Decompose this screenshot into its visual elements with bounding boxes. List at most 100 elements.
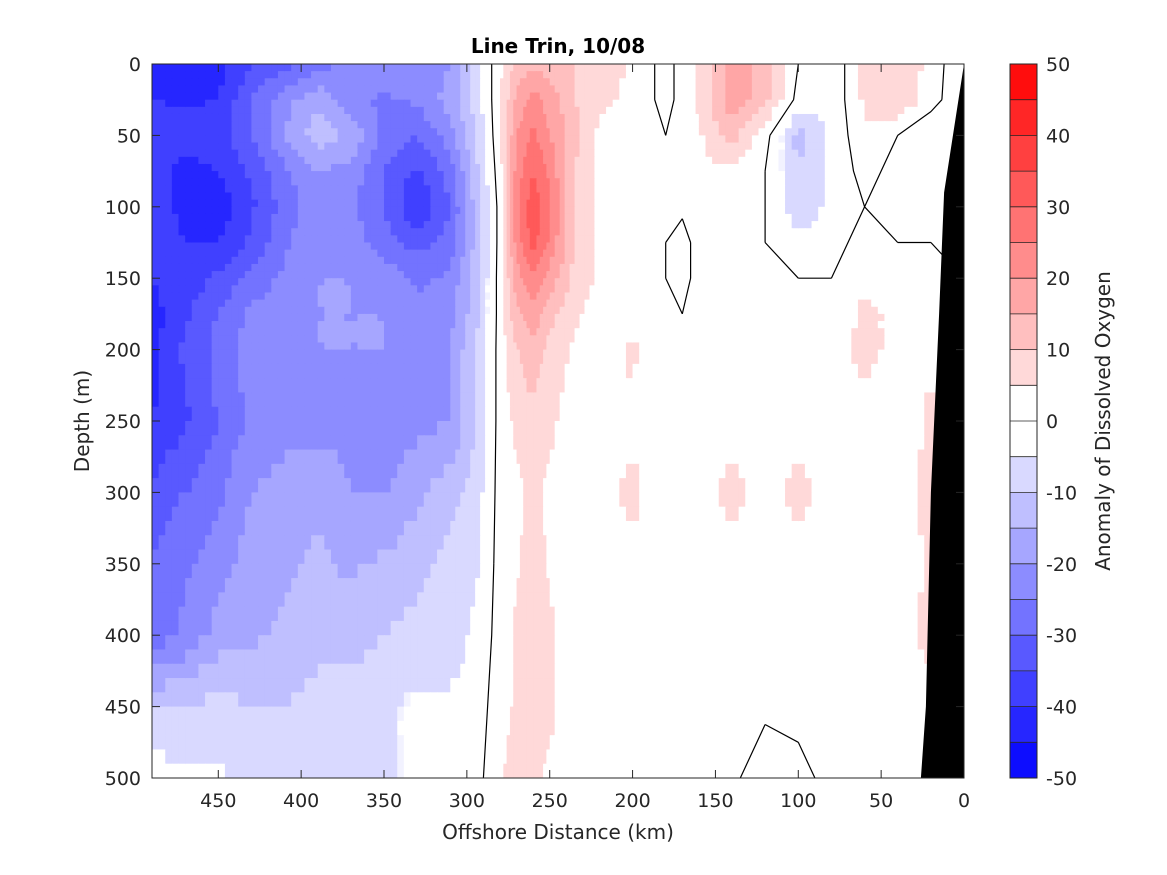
heatmap-cell bbox=[692, 128, 697, 136]
heatmap-cell bbox=[659, 278, 667, 286]
heatmap-cell bbox=[798, 178, 806, 186]
heatmap-cell bbox=[718, 213, 726, 222]
heatmap-cell bbox=[231, 213, 239, 222]
heatmap-cell bbox=[791, 149, 799, 158]
heatmap-cell bbox=[574, 235, 581, 244]
heatmap-cell bbox=[218, 64, 226, 72]
heatmap-cell bbox=[224, 121, 233, 129]
heatmap-cell bbox=[625, 285, 634, 294]
heatmap-cell bbox=[284, 299, 292, 308]
heatmap-cell bbox=[619, 142, 627, 151]
heatmap-cell bbox=[470, 306, 476, 315]
heatmap-cell bbox=[317, 256, 325, 265]
heatmap-cell bbox=[564, 249, 571, 258]
heatmap-cell bbox=[645, 128, 654, 136]
heatmap-cell bbox=[652, 206, 660, 215]
heatmap-cell bbox=[437, 121, 445, 129]
heatmap-cell bbox=[851, 185, 859, 194]
heatmap-cell bbox=[251, 121, 259, 129]
heatmap-cell bbox=[891, 128, 899, 136]
heatmap-cell bbox=[924, 163, 932, 172]
heatmap-cell bbox=[904, 142, 912, 151]
heatmap-cell bbox=[857, 242, 866, 251]
heatmap-cell bbox=[584, 92, 591, 101]
heatmap-cell bbox=[712, 213, 720, 222]
heatmap-cell bbox=[751, 299, 760, 308]
heatmap-cell bbox=[185, 256, 193, 265]
heatmap-cell bbox=[864, 285, 872, 294]
heatmap-cell bbox=[533, 228, 538, 236]
heatmap-cell bbox=[682, 256, 687, 265]
heatmap-cell bbox=[645, 278, 654, 286]
heatmap-cell bbox=[612, 213, 620, 222]
heatmap-cell bbox=[417, 213, 425, 222]
heatmap-cell bbox=[944, 85, 952, 94]
heatmap-cell bbox=[390, 99, 398, 108]
heatmap-cell bbox=[574, 185, 581, 194]
heatmap-cell bbox=[594, 99, 601, 108]
heatmap-cell bbox=[785, 271, 793, 279]
heatmap-cell bbox=[659, 221, 667, 229]
heatmap-cell bbox=[158, 71, 166, 79]
heatmap-cell bbox=[705, 163, 713, 172]
heatmap-cell bbox=[460, 271, 466, 279]
heatmap-cell bbox=[579, 99, 586, 108]
heatmap-cell bbox=[851, 306, 859, 315]
heatmap-cell bbox=[625, 228, 634, 236]
heatmap-cell bbox=[509, 242, 514, 251]
heatmap-cell bbox=[513, 99, 518, 108]
heatmap-cell bbox=[549, 71, 556, 79]
heatmap-cell bbox=[569, 163, 576, 172]
heatmap-cell bbox=[652, 199, 660, 208]
heatmap-cell bbox=[516, 242, 521, 251]
heatmap-cell bbox=[712, 156, 720, 165]
heatmap-cell bbox=[485, 278, 491, 286]
heatmap-cell bbox=[910, 271, 919, 279]
heatmap-cell bbox=[224, 342, 233, 351]
heatmap-cell bbox=[158, 128, 166, 136]
heatmap-cell bbox=[475, 271, 481, 279]
heatmap-cell bbox=[324, 278, 332, 286]
heatmap-cell bbox=[470, 99, 476, 108]
heatmap-cell bbox=[924, 135, 932, 144]
heatmap-cell bbox=[758, 228, 766, 236]
heatmap-cell bbox=[579, 242, 586, 251]
heatmap-cell bbox=[778, 135, 786, 144]
heatmap-cell bbox=[185, 135, 193, 144]
heatmap-cell bbox=[370, 121, 378, 129]
heatmap-cell bbox=[152, 328, 160, 336]
heatmap-cell bbox=[771, 206, 779, 215]
heatmap-cell bbox=[455, 213, 461, 222]
heatmap-cell bbox=[659, 149, 667, 158]
heatmap-cell bbox=[688, 292, 693, 301]
heatmap-cell bbox=[264, 92, 272, 101]
heatmap-cell bbox=[503, 121, 508, 129]
heatmap-cell bbox=[804, 256, 813, 265]
heatmap-cell bbox=[564, 299, 571, 308]
heatmap-cell bbox=[564, 213, 571, 222]
heatmap-cell bbox=[937, 106, 945, 115]
heatmap-cell bbox=[659, 78, 667, 87]
heatmap-cell bbox=[357, 206, 365, 215]
heatmap-cell bbox=[271, 185, 279, 194]
heatmap-cell bbox=[771, 106, 779, 115]
heatmap-cell bbox=[191, 78, 199, 87]
heatmap-cell bbox=[738, 171, 746, 179]
heatmap-cell bbox=[324, 192, 332, 201]
heatmap-cell bbox=[165, 271, 173, 279]
heatmap-cell bbox=[831, 213, 839, 222]
heatmap-cell bbox=[584, 235, 591, 244]
heatmap-cell bbox=[423, 78, 431, 87]
heatmap-cell bbox=[364, 106, 372, 115]
heatmap-cell bbox=[238, 313, 246, 322]
heatmap-cell bbox=[725, 192, 733, 201]
heatmap-cell bbox=[804, 142, 813, 151]
heatmap-cell bbox=[277, 228, 286, 236]
heatmap-cell bbox=[639, 256, 647, 265]
heatmap-cell bbox=[546, 106, 551, 115]
heatmap-cell bbox=[692, 78, 697, 87]
heatmap-cell bbox=[311, 263, 319, 272]
heatmap-cell bbox=[539, 299, 544, 308]
heatmap-cell bbox=[569, 113, 576, 122]
heatmap-cell bbox=[390, 149, 398, 158]
